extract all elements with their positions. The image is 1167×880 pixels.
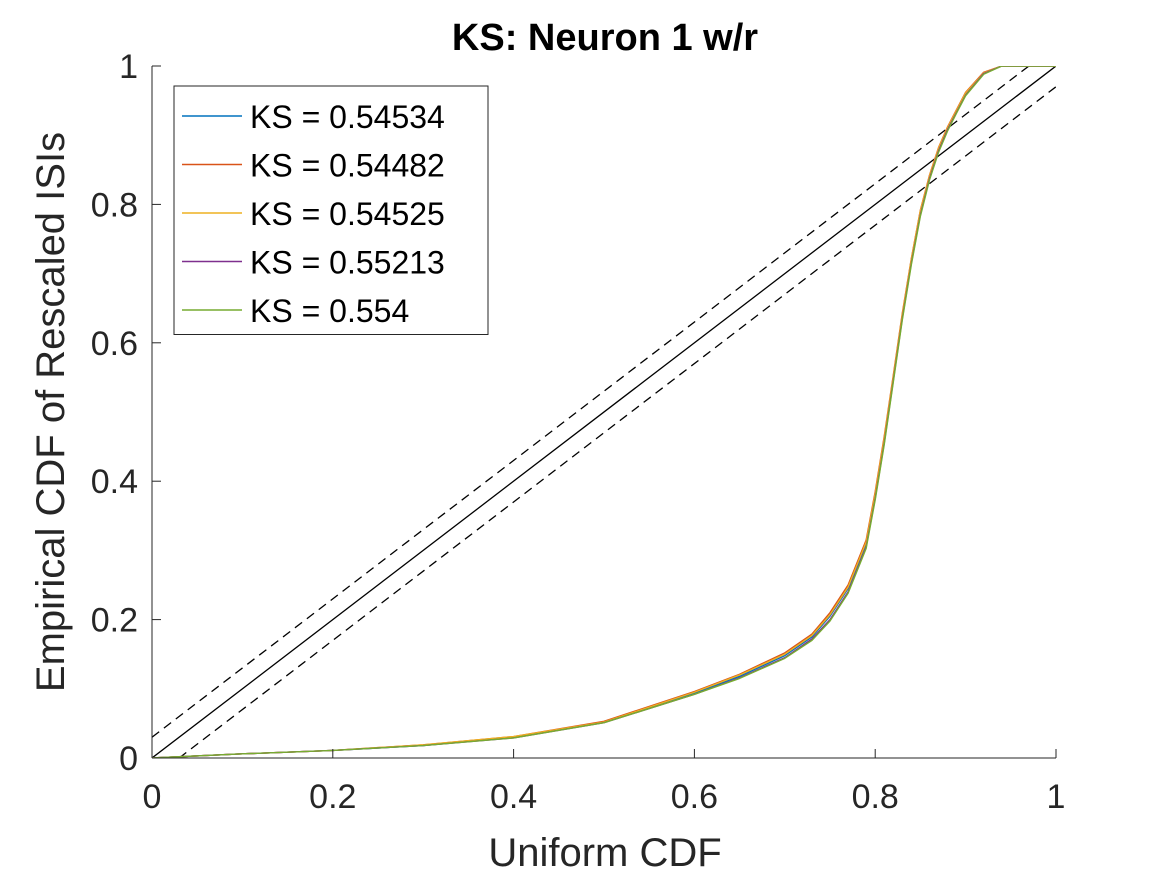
- y-tick-label: 0.6: [91, 325, 138, 363]
- legend-label-1: KS = 0.54534: [250, 99, 445, 135]
- legend-label-4: KS = 0.55213: [250, 245, 445, 281]
- reference-line-upper-bound: [152, 66, 1030, 738]
- series-line-5: [152, 66, 1056, 758]
- x-tick-label: 1: [1047, 778, 1066, 816]
- legend-label-3: KS = 0.54525: [250, 196, 445, 232]
- plot-area: [152, 66, 1056, 758]
- y-tick-label: 0.4: [91, 463, 138, 501]
- legend-label-2: KS = 0.54482: [250, 148, 445, 184]
- y-tick-label: 0: [119, 740, 138, 778]
- series-line-3: [152, 66, 1056, 758]
- y-axis-label: Empirical CDF of Rescaled ISIs: [29, 132, 73, 692]
- axes: 0 0.2 0.4 0.6 0.8 1 0 0.2 0.4 0.6 0.8 1: [91, 48, 1066, 816]
- y-tick-label: 0.2: [91, 602, 138, 640]
- legend: KS = 0.54534 KS = 0.54482 KS = 0.54525 KS =…: [173, 85, 489, 335]
- x-tick-label: 0.2: [309, 778, 356, 816]
- y-tick-label: 0.8: [91, 186, 138, 224]
- reference-line-diagonal: [152, 66, 1056, 758]
- x-tick-label: 0.6: [671, 778, 718, 816]
- x-axis-label: Uniform CDF: [488, 831, 721, 875]
- reference-line-lower-bound: [178, 86, 1056, 758]
- legend-label-5: KS = 0.554: [250, 293, 409, 329]
- chart-title: KS: Neuron 1 w/r: [452, 17, 758, 59]
- y-tick-label: 1: [119, 48, 138, 86]
- legend-box: [173, 85, 489, 335]
- x-tick-label: 0.8: [852, 778, 899, 816]
- plot-content: [152, 66, 1056, 758]
- x-tick-label: 0: [143, 778, 162, 816]
- x-tick-label: 0.4: [490, 778, 537, 816]
